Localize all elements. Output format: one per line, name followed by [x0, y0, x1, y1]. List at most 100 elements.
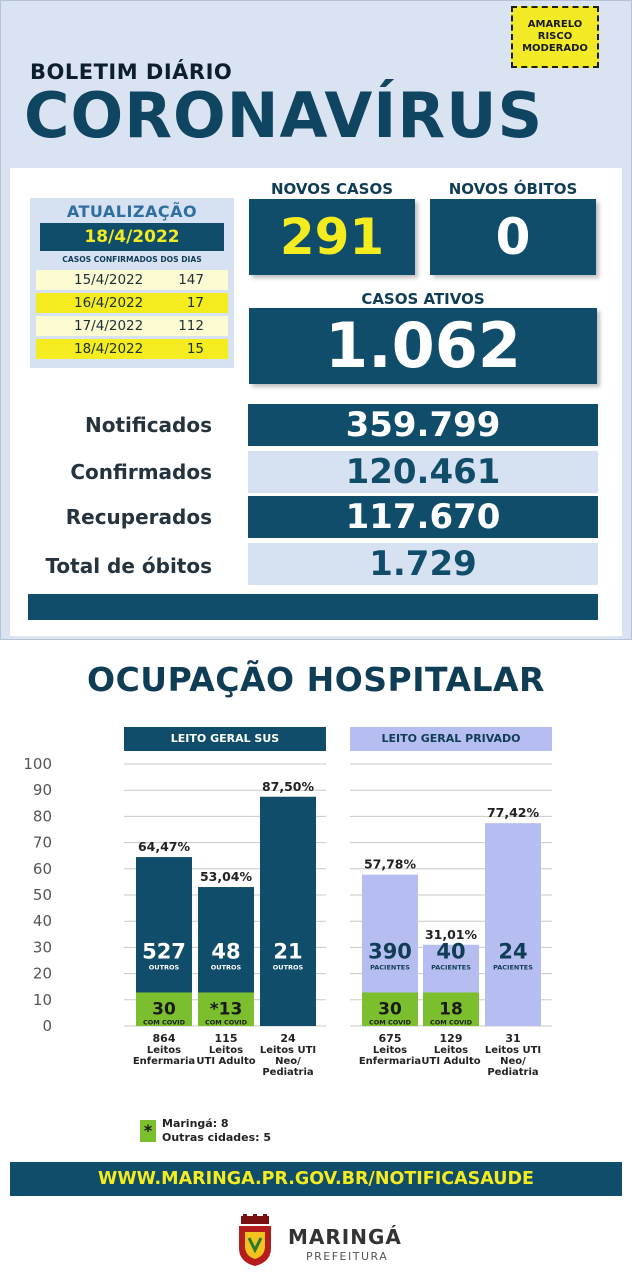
badge-line2: RISCO: [537, 31, 573, 42]
new-deaths-label: NOVOS ÓBITOS: [448, 180, 578, 198]
category-label: Enfermaria: [133, 1056, 195, 1067]
stat-label-confirmados: Confirmados: [70, 460, 212, 484]
category-label: UTI Adulto: [421, 1056, 480, 1067]
bulletin-label: BOLETIM DIÁRIO: [30, 60, 233, 84]
percent-label: 64,47%: [138, 839, 191, 854]
covid-caption: COM COVID: [205, 1018, 248, 1026]
covid-bar: [362, 992, 418, 1026]
bed-count-label: 24: [280, 1032, 296, 1045]
category-label: Leitos: [434, 1045, 468, 1056]
bed-count-label: 115: [215, 1032, 238, 1045]
city-crest-icon: [239, 1214, 271, 1266]
update-subtitle: CASOS CONFIRMADOS DOS DIAS: [62, 255, 202, 264]
others-caption: PACIENTES: [431, 964, 471, 972]
others-value-label: 390: [368, 940, 412, 964]
bed-count-label: 31: [505, 1032, 520, 1045]
percent-label: 53,04%: [200, 869, 253, 884]
daily-row: 18/4/2022 15: [36, 339, 228, 359]
percent-label: 87,50%: [262, 779, 315, 794]
page-title: CORONAVÍRUS: [24, 79, 544, 152]
risk-badge: AMARELO RISCO MODERADO: [511, 6, 599, 68]
new-deaths-value: 0: [495, 208, 531, 266]
footnote-maringa: Maringá: 8: [162, 1117, 229, 1130]
category-label: Leitos UTI: [485, 1045, 541, 1056]
covid-value-label: 30: [152, 999, 176, 1019]
update-date: 18/4/2022: [40, 223, 224, 251]
others-caption: OUTROS: [149, 964, 180, 972]
y-tick-label: 40: [33, 912, 52, 930]
others-value-label: 24: [498, 940, 527, 964]
stat-value-recuperados: 117.670: [248, 496, 598, 538]
stat-label-total-obitos: Total de óbitos: [45, 554, 212, 578]
daily-value: 15: [186, 341, 204, 357]
badge-line3: MODERADO: [522, 43, 588, 54]
percent-label: 57,78%: [364, 857, 417, 872]
y-tick-label: 30: [33, 938, 52, 956]
category-label: Leitos: [373, 1045, 407, 1056]
category-label: Enfermaria: [359, 1056, 421, 1067]
stat-value-total-obitos: 1.729: [248, 543, 598, 585]
active-cases-value: 1.062: [324, 309, 522, 382]
logo-name: MARINGÁ: [288, 1225, 402, 1249]
y-tick-label: 100: [23, 755, 52, 773]
bed-count-label: 864: [153, 1032, 176, 1045]
category-label: UTI Adulto: [196, 1056, 255, 1067]
category-label: Pediatria: [487, 1067, 538, 1078]
y-tick-label: 10: [33, 991, 52, 1009]
covid-bar: [423, 992, 479, 1026]
y-tick-label: 50: [33, 886, 52, 904]
daily-date: 18/4/2022: [74, 341, 144, 357]
others-caption: PACIENTES: [493, 964, 533, 972]
covid-value-label: 18: [439, 999, 463, 1019]
covid-bar: [136, 992, 192, 1026]
category-label: Leitos: [147, 1045, 181, 1056]
active-cases-label: CASOS ATIVOS: [361, 290, 485, 308]
covid-caption: COM COVID: [430, 1018, 473, 1026]
new-deaths-box: 0: [430, 199, 596, 275]
stat-label-recuperados: Recuperados: [65, 505, 212, 529]
new-cases-label: NOVOS CASOS: [271, 180, 393, 198]
daily-value: 17: [186, 295, 204, 311]
others-caption: PACIENTES: [370, 964, 410, 972]
category-label: Pediatria: [262, 1067, 313, 1078]
covid-value-label: *13: [210, 999, 243, 1019]
others-value-label: 21: [273, 940, 302, 964]
category-label: Neo/: [275, 1056, 301, 1067]
category-label: Leitos UTI: [260, 1045, 316, 1056]
private-group-header: LEITO GERAL PRIVADO: [350, 727, 552, 751]
daily-value: 147: [178, 272, 204, 288]
y-tick-label: 0: [42, 1017, 52, 1035]
others-caption: OUTROS: [273, 964, 304, 972]
new-cases-value: 291: [279, 208, 385, 266]
percent-label: 31,01%: [425, 927, 478, 942]
others-caption: OUTROS: [211, 964, 242, 972]
category-label: Neo/: [500, 1056, 526, 1067]
covid-bar: [198, 992, 254, 1026]
y-tick-label: 80: [33, 807, 52, 825]
footnote: Maringá: 8 Outras cidades: 5: [162, 1117, 271, 1145]
bottom-bar: [28, 594, 598, 620]
footnote-outras: Outras cidades: 5: [162, 1131, 272, 1144]
notification-link[interactable]: WWW.MARINGA.PR.GOV.BR/NOTIFICASAUDE: [10, 1162, 622, 1196]
daily-date: 15/4/2022: [74, 272, 144, 288]
update-title: ATUALIZAÇÃO: [66, 202, 198, 221]
covid-value-label: 30: [378, 999, 402, 1019]
hospital-title: OCUPAÇÃO HOSPITALAR: [87, 660, 545, 699]
active-cases-box: 1.062: [249, 308, 597, 384]
covid-caption: COM COVID: [143, 1018, 186, 1026]
y-tick-label: 70: [33, 834, 52, 852]
others-value-label: 48: [211, 940, 240, 964]
daily-row: 16/4/2022 17: [36, 293, 228, 313]
asterisk-marker: *: [140, 1120, 156, 1142]
daily-date: 17/4/2022: [74, 318, 144, 334]
bed-count-label: 129: [440, 1032, 463, 1045]
category-label: Leitos: [209, 1045, 243, 1056]
daily-date: 16/4/2022: [74, 295, 144, 311]
stat-value-notificados: 359.799: [248, 404, 598, 446]
daily-value: 112: [178, 318, 204, 334]
daily-row: 17/4/2022 112: [36, 316, 228, 336]
y-tick-label: 60: [33, 860, 52, 878]
bed-count-label: 675: [379, 1032, 402, 1045]
y-tick-label: 20: [33, 965, 52, 983]
